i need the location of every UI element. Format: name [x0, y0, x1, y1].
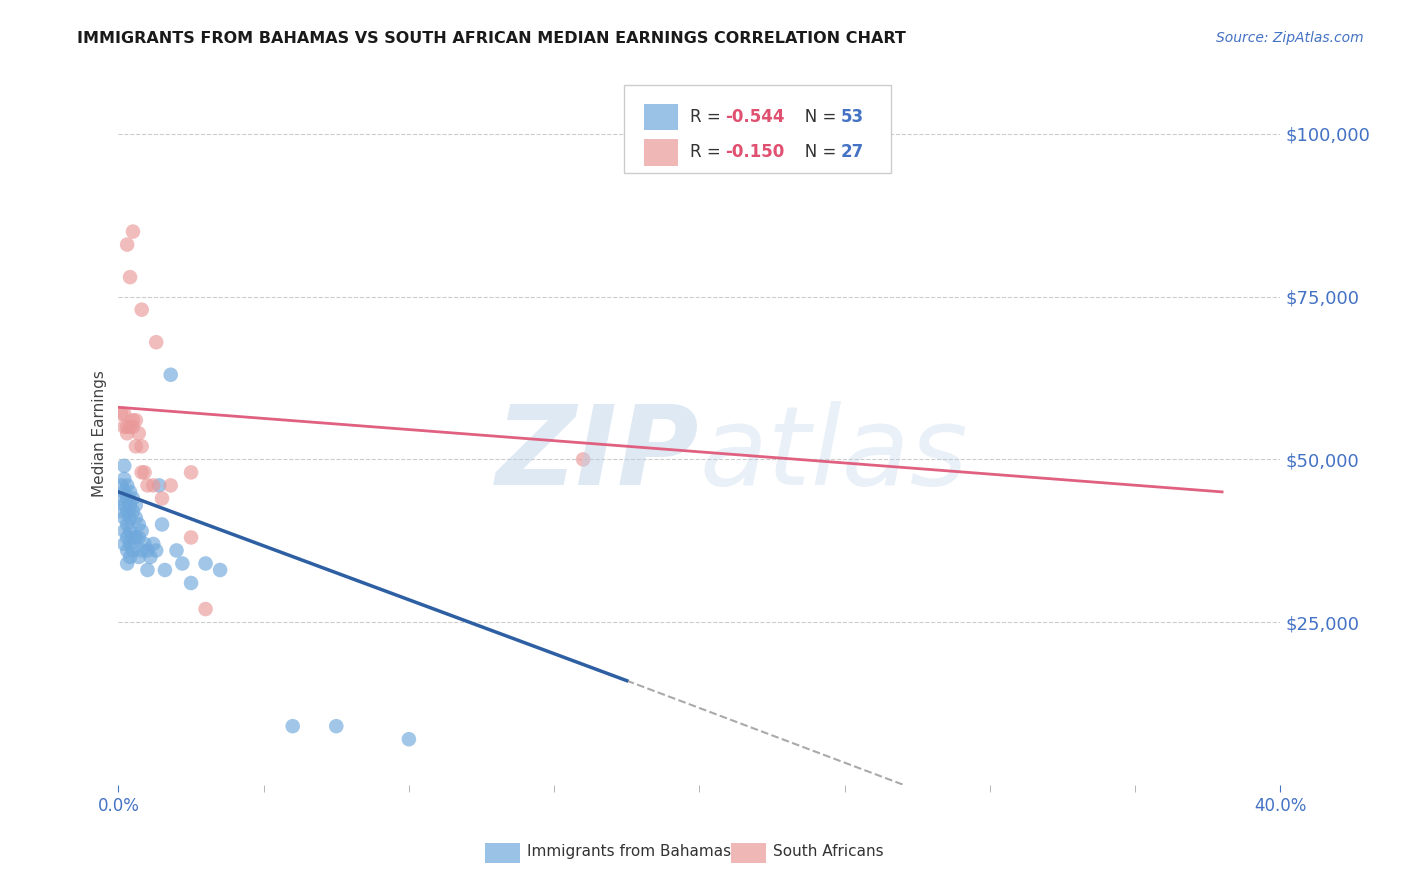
Point — [120, 537, 142, 551]
Point — [134, 537, 156, 551]
Point — [120, 419, 142, 434]
Text: South Africans: South Africans — [773, 845, 884, 859]
Text: Immigrants from Bahamas: Immigrants from Bahamas — [527, 845, 731, 859]
Point — [145, 335, 167, 350]
Text: N =: N = — [789, 108, 841, 126]
Point — [139, 549, 162, 564]
Point — [180, 576, 202, 591]
Point — [110, 504, 132, 518]
Point — [115, 426, 138, 441]
Point — [150, 517, 173, 532]
Point — [112, 537, 135, 551]
Point — [112, 498, 135, 512]
Point — [120, 511, 142, 525]
Point — [128, 517, 150, 532]
Point — [128, 426, 150, 441]
Point — [125, 413, 148, 427]
Point — [572, 452, 595, 467]
Point — [115, 517, 138, 532]
Point — [120, 498, 142, 512]
Point — [172, 557, 194, 571]
Point — [142, 478, 165, 492]
Point — [180, 466, 202, 480]
Bar — [644, 139, 679, 166]
Point — [142, 537, 165, 551]
Point — [112, 484, 135, 499]
Point — [136, 543, 159, 558]
Point — [112, 511, 135, 525]
Point — [128, 549, 150, 564]
Point — [120, 524, 142, 538]
Point — [122, 543, 145, 558]
Point — [125, 531, 148, 545]
Point — [131, 466, 153, 480]
Point — [125, 498, 148, 512]
Point — [131, 439, 153, 453]
Text: R =: R = — [690, 144, 725, 161]
Point — [194, 557, 217, 571]
Point — [134, 466, 156, 480]
Point — [136, 478, 159, 492]
Point — [112, 524, 135, 538]
Point — [115, 531, 138, 545]
Text: 53: 53 — [841, 108, 865, 126]
Text: -0.150: -0.150 — [725, 144, 785, 161]
Point — [398, 732, 420, 747]
Text: R =: R = — [690, 108, 725, 126]
Point — [110, 407, 132, 421]
Point — [115, 419, 138, 434]
Point — [131, 302, 153, 317]
Point — [122, 413, 145, 427]
Point — [122, 491, 145, 506]
Point — [281, 719, 304, 733]
Point — [150, 491, 173, 506]
Point — [131, 524, 153, 538]
Point — [145, 543, 167, 558]
Point — [110, 491, 132, 506]
Text: N =: N = — [789, 144, 841, 161]
FancyBboxPatch shape — [624, 86, 891, 173]
Text: -0.544: -0.544 — [725, 108, 785, 126]
Text: atlas: atlas — [699, 401, 967, 508]
Point — [153, 563, 176, 577]
Point — [128, 531, 150, 545]
Point — [112, 407, 135, 421]
Point — [112, 472, 135, 486]
Point — [115, 237, 138, 252]
Text: Source: ZipAtlas.com: Source: ZipAtlas.com — [1216, 31, 1364, 45]
Bar — [644, 103, 679, 130]
Point — [125, 511, 148, 525]
Point — [325, 719, 347, 733]
Point — [122, 531, 145, 545]
Point — [112, 458, 135, 473]
Point — [136, 563, 159, 577]
Point — [166, 543, 188, 558]
Point — [159, 478, 181, 492]
Point — [120, 549, 142, 564]
Point — [110, 478, 132, 492]
Point — [122, 504, 145, 518]
Text: ZIP: ZIP — [496, 401, 699, 508]
Point — [180, 531, 202, 545]
Point — [148, 478, 170, 492]
Point — [115, 543, 138, 558]
Text: 27: 27 — [841, 144, 865, 161]
Point — [115, 478, 138, 492]
Point — [120, 270, 142, 285]
Y-axis label: Median Earnings: Median Earnings — [93, 370, 107, 497]
Point — [115, 557, 138, 571]
Point — [209, 563, 232, 577]
Point — [112, 419, 135, 434]
Point — [159, 368, 181, 382]
Point — [115, 491, 138, 506]
Point — [120, 484, 142, 499]
Text: IMMIGRANTS FROM BAHAMAS VS SOUTH AFRICAN MEDIAN EARNINGS CORRELATION CHART: IMMIGRANTS FROM BAHAMAS VS SOUTH AFRICAN… — [77, 31, 907, 46]
Point — [122, 419, 145, 434]
Point — [131, 543, 153, 558]
Point — [122, 225, 145, 239]
Point — [115, 504, 138, 518]
Point — [194, 602, 217, 616]
Point — [125, 439, 148, 453]
